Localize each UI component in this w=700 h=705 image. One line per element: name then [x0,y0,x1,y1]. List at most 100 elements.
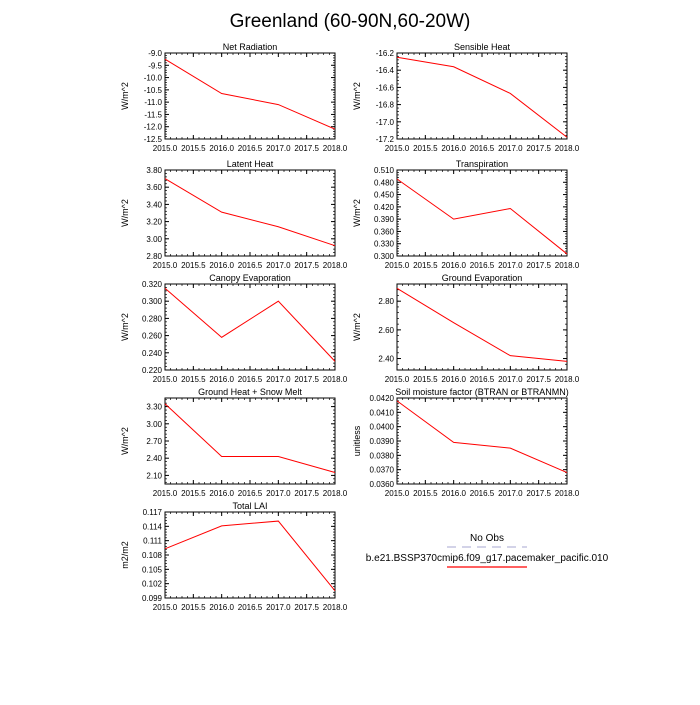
y-tick-label: 0.0420 [370,394,395,403]
panels: Net Radiation W/m^2 -9.0 -9.5 -10.0 -10.5 -11.… [120,42,580,612]
x-tick-label: 2016.5 [238,489,263,498]
x-tick-label: 2018.0 [323,489,348,498]
x-tick-label: 2015.0 [153,603,178,612]
x-tick-label: 2015.5 [181,489,206,498]
y-tick-label: 2.80 [146,252,162,261]
y-tick-label: 0.320 [142,280,163,289]
y-tick-label: 2.60 [378,326,394,335]
panel-9: Total LAI m2/m2 0.117 0.114 0.111 0.108 0.105 0… [120,501,348,612]
x-tick-label: 2015.5 [181,375,206,384]
panel-title: Ground Heat + Snow Melt [198,387,302,397]
y-tick-label: 3.80 [146,166,162,175]
x-tick-label: 2017.0 [266,603,291,612]
y-tick-label: 0.280 [142,314,163,323]
panel-title: Soil moisture factor (BTRAN or BTRANMN) [395,387,569,397]
y-tick-label: -17.0 [376,118,395,127]
y-tick-label: 0.300 [374,252,395,261]
x-tick-label: 2017.5 [294,603,319,612]
x-tick-label: 2015.5 [413,375,438,384]
y-tick-label: 3.20 [146,218,162,227]
y-axis-label: unitless [352,425,362,456]
y-tick-label: 0.220 [142,366,163,375]
x-tick-label: 2017.0 [266,261,291,270]
y-axis-label: W/m^2 [120,427,130,455]
y-tick-label: 2.80 [378,297,394,306]
y-tick-label: 0.0380 [370,451,395,460]
y-tick-label: 0.330 [374,240,395,249]
x-tick-label: 2018.0 [323,375,348,384]
x-tick-label: 2015.0 [153,261,178,270]
x-tick-label: 2017.0 [266,375,291,384]
y-tick-label: -11.5 [144,110,162,119]
x-tick-label: 2016.0 [209,144,234,153]
panel-8: Soil moisture factor (BTRAN or BTRANMN) u… [352,387,580,498]
x-tick-label: 2016.5 [238,261,263,270]
x-tick-label: 2017.5 [526,375,551,384]
y-tick-label: -12.0 [144,123,163,132]
y-tick-label: 0.480 [374,178,395,187]
y-tick-label: 0.0390 [370,437,395,446]
plot-frame [396,397,568,485]
x-tick-label: 2015.5 [413,144,438,153]
series-line [396,56,568,138]
panel-title: Net Radiation [223,42,278,52]
x-tick-label: 2016.0 [209,489,234,498]
y-tick-label: 0.099 [142,594,163,603]
x-tick-label: 2017.5 [294,375,319,384]
x-tick-label: 2016.5 [470,489,495,498]
panel-title: Total LAI [232,501,267,511]
x-tick-label: 2016.0 [209,603,234,612]
plot-frame [164,283,336,371]
x-tick-label: 2017.0 [266,489,291,498]
panel-5: Canopy Evaporation W/m^2 0.320 0.300 0.280 0.… [120,273,348,384]
y-tick-label: 0.0370 [370,466,395,475]
x-tick-label: 2016.5 [238,144,263,153]
series-line [164,178,336,247]
x-tick-label: 2016.5 [238,603,263,612]
x-tick-label: 2017.5 [526,489,551,498]
x-tick-label: 2015.5 [413,489,438,498]
panel-title: Transpiration [456,159,508,169]
y-tick-label: 0.360 [374,227,395,236]
y-tick-label: 0.0360 [370,480,395,489]
x-tick-label: 2016.0 [441,144,466,153]
x-tick-label: 2015.0 [385,144,410,153]
x-tick-label: 2017.5 [526,144,551,153]
panel-3: Latent Heat W/m^2 3.80 3.60 3.40 3.20 3.00 2.80… [120,159,348,270]
y-axis-label: W/m^2 [120,82,130,110]
x-tick-label: 2016.0 [209,375,234,384]
plot-frame [164,511,336,599]
panel-title: Ground Evaporation [442,273,523,283]
x-tick-label: 2018.0 [555,489,580,498]
y-tick-label: -12.5 [144,135,163,144]
x-tick-label: 2018.0 [323,144,348,153]
x-tick-label: 2016.0 [209,261,234,270]
panel-title: Canopy Evaporation [209,273,291,283]
legend-case-label: b.e21.BSSP370cmip6.f09_g17.pacemaker_pac… [366,553,609,564]
legend-obs-label: No Obs [470,533,504,544]
y-tick-label: 0.300 [142,297,163,306]
y-tick-label: 0.260 [142,332,163,341]
y-axis-label: W/m^2 [120,199,130,227]
panel-title: Sensible Heat [454,42,511,52]
x-tick-label: 2015.0 [153,375,178,384]
y-tick-label: -16.8 [376,101,395,110]
x-tick-label: 2016.0 [441,375,466,384]
x-tick-label: 2016.5 [470,261,495,270]
y-tick-label: -16.4 [376,66,395,75]
y-tick-label: 0.108 [142,551,163,560]
y-tick-label: 0.390 [374,215,395,224]
x-tick-label: 2016.0 [441,261,466,270]
y-tick-label: -9.0 [148,49,162,58]
x-tick-label: 2017.0 [498,375,523,384]
series-line [396,400,568,473]
y-tick-label: -16.2 [376,49,395,58]
plot-frame [396,169,568,257]
y-tick-label: -10.0 [144,74,163,83]
y-tick-label: 3.00 [146,420,162,429]
x-tick-label: 2017.5 [294,261,319,270]
y-tick-label: 0.0400 [370,423,395,432]
panel-title: Latent Heat [227,159,274,169]
plot-frame [396,52,568,140]
series-line [164,403,336,474]
